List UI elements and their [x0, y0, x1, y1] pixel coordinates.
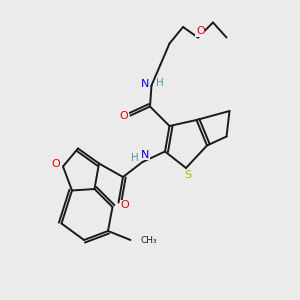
Text: H: H — [131, 153, 139, 163]
Text: H: H — [156, 77, 164, 88]
Text: CH₃: CH₃ — [141, 236, 158, 245]
Text: N: N — [141, 79, 150, 89]
Text: O: O — [121, 200, 130, 211]
Text: O: O — [51, 159, 60, 169]
Text: N: N — [141, 149, 149, 160]
Text: O: O — [196, 26, 205, 37]
Text: S: S — [184, 169, 191, 180]
Text: O: O — [119, 111, 128, 121]
